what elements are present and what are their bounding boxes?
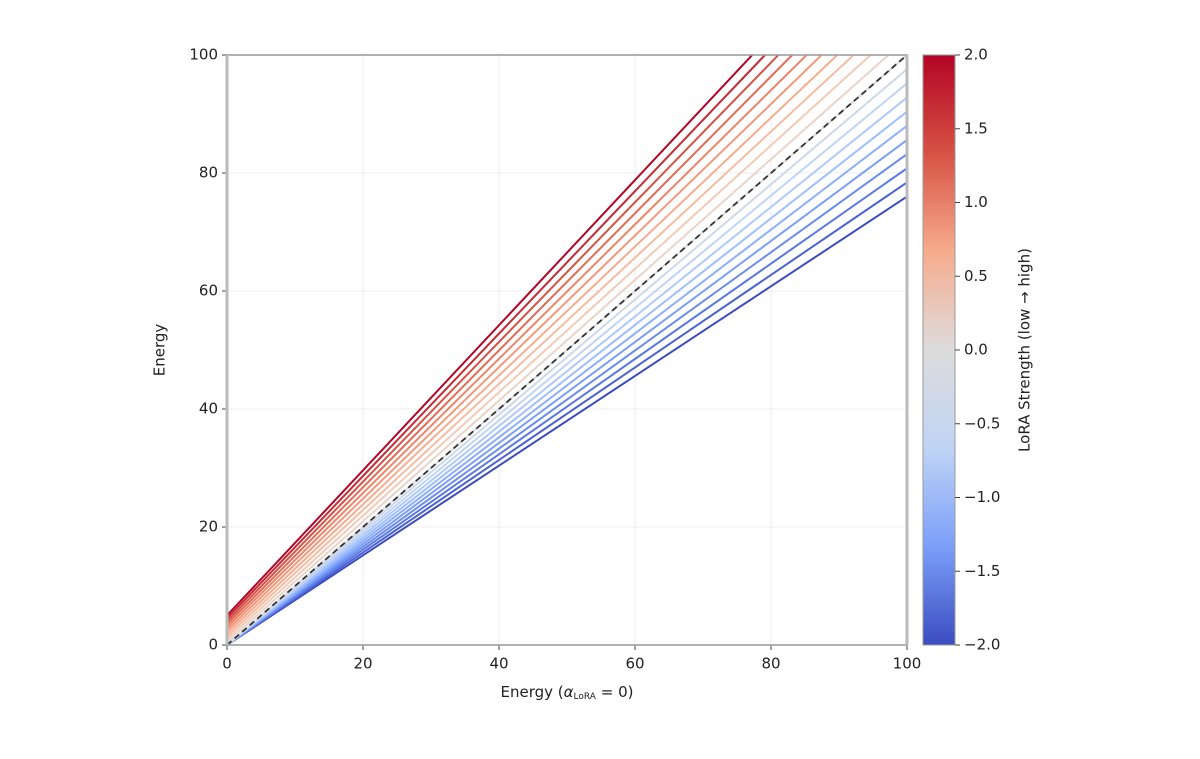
colorbar-tick-label: 0.0 xyxy=(964,341,988,359)
x-tick-label: 100 xyxy=(893,655,922,673)
line xyxy=(227,125,907,645)
line xyxy=(227,55,809,629)
colorbar-label: LoRA Strength (low → high) xyxy=(1016,248,1034,452)
colorbar-tick-label: −0.5 xyxy=(964,414,1000,432)
x-tick-label: 80 xyxy=(761,655,780,673)
x-label-text: Energy ( xyxy=(501,683,564,701)
line xyxy=(227,110,907,645)
x-tick-label: 40 xyxy=(489,655,508,673)
line xyxy=(227,55,856,637)
x-label-tail: = 0) xyxy=(596,683,634,701)
reference-line xyxy=(227,55,907,645)
x-tick-label: 0 xyxy=(222,655,232,673)
colorbar-tick-label: 2.0 xyxy=(964,46,988,64)
x-label-sub: LoRA xyxy=(574,692,597,702)
line xyxy=(227,55,890,643)
line xyxy=(227,181,907,645)
x-tick-label: 60 xyxy=(625,655,644,673)
x-axis-label: Energy (αLoRA = 0) xyxy=(501,683,634,702)
y-axis-label: Energy xyxy=(151,324,169,377)
line xyxy=(227,82,907,645)
line xyxy=(227,55,767,620)
line xyxy=(227,55,873,640)
x-tick-label: 20 xyxy=(353,655,372,673)
line xyxy=(227,96,907,645)
y-tick-label: 20 xyxy=(199,518,218,536)
colorbar-tick-label: 1.5 xyxy=(964,119,988,137)
line xyxy=(227,167,907,645)
colorbar xyxy=(922,54,956,646)
line xyxy=(227,139,907,645)
line xyxy=(227,55,754,617)
y-tick-label: 40 xyxy=(199,400,218,418)
colorbar-tick-label: 1.0 xyxy=(964,193,988,211)
y-tick-label: 60 xyxy=(199,282,218,300)
y-tick-label: 80 xyxy=(199,164,218,182)
plot-area xyxy=(227,55,907,645)
line xyxy=(227,68,907,645)
x-label-symbol: α xyxy=(564,683,574,701)
line xyxy=(227,55,824,631)
y-tick-label: 0 xyxy=(208,636,218,654)
line xyxy=(227,195,907,645)
line xyxy=(227,55,839,634)
line xyxy=(227,153,907,645)
colorbar-tick-label: −2.0 xyxy=(964,636,1000,654)
y-tick-label: 100 xyxy=(189,46,218,64)
colorbar-tick-label: −1.5 xyxy=(964,562,1000,580)
colorbar-tick-label: 0.5 xyxy=(964,267,988,285)
colorbar-tick-label: −1.0 xyxy=(964,488,1000,506)
line xyxy=(227,55,794,626)
line xyxy=(227,55,780,623)
